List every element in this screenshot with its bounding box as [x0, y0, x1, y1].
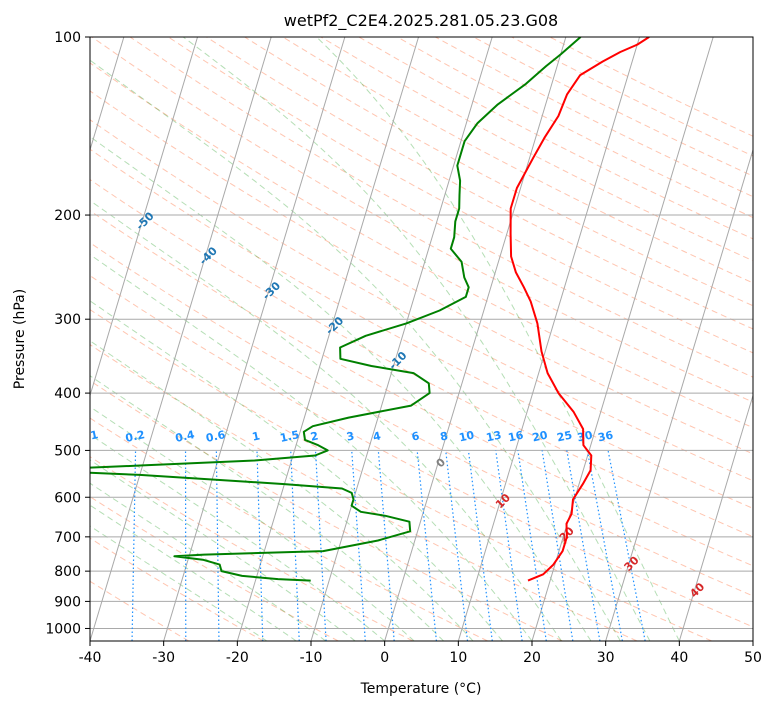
x-tick-label: -40: [79, 650, 102, 666]
isotherm-line: [678, 393, 753, 641]
y-tick-label: 600: [54, 490, 81, 506]
mixing-ratio-label: 10: [458, 428, 476, 444]
isotherm-line: [90, 37, 125, 152]
dry-adiabat: [90, 242, 753, 597]
y-axis-label: Pressure (hPa): [12, 289, 28, 389]
mixing-ratio-line: [566, 450, 601, 641]
x-tick-label: 30: [597, 650, 615, 666]
moist-adiabat: [90, 254, 533, 641]
x-tick-label: -20: [226, 650, 249, 666]
dry-adiabat: [129, 37, 753, 378]
x-tick-label: -30: [152, 650, 175, 666]
mixing-ratio-line: [495, 450, 523, 641]
y-tick-label: 900: [54, 594, 81, 610]
y-tick-label: 800: [54, 564, 81, 580]
dry-adiabat: [90, 580, 190, 641]
mixing-ratio-label: 2: [309, 429, 319, 443]
moist-adiabat: [90, 375, 444, 641]
mixing-ratio-label: 6: [410, 429, 421, 443]
mixing-ratio-label: 0.1: [78, 428, 100, 445]
plot-frame: [89, 36, 754, 642]
y-tick-label: 400: [54, 386, 81, 402]
mixing-ratio-label: 0.6: [205, 428, 227, 445]
mixing-ratio-line: [607, 450, 646, 641]
mixing-ratio-label: 16: [507, 428, 525, 444]
mixing-ratio-label: 20: [531, 428, 549, 444]
mixing-ratio-line: [467, 450, 493, 641]
mixing-ratio-line: [517, 450, 547, 641]
mixing-ratio-label: 13: [485, 429, 503, 445]
y-tick-label: 200: [54, 208, 81, 224]
mixing-ratio-label: 8: [439, 429, 449, 443]
y-tick-label: 700: [54, 530, 81, 546]
isotherm-line: [531, 37, 714, 641]
moist-adiabat: [90, 504, 297, 641]
isotherm-line: [384, 37, 567, 641]
isotherm-line: [90, 37, 199, 398]
dry-adiabat: [90, 148, 753, 509]
mixing-ratio-label: 25: [556, 429, 574, 445]
isotherm-line: [605, 148, 753, 641]
background-lines: [90, 37, 753, 641]
isotherm-line: [90, 37, 272, 641]
x-tick-label: 40: [670, 650, 688, 666]
x-tick-label: 50: [744, 650, 762, 666]
mixing-ratio-line: [586, 450, 623, 641]
mixing-ratio-label: 4: [372, 429, 383, 443]
x-tick-label: 20: [523, 650, 541, 666]
mixing-ratio-label: 30: [576, 428, 594, 444]
dry-adiabat: [90, 62, 753, 429]
x-axis-label: Temperature (°C): [360, 681, 482, 697]
mixing-ratio-label: 1.5: [279, 428, 301, 445]
dry-adiabat: [90, 456, 414, 641]
mixing-ratio-label: 1: [251, 429, 261, 443]
mixing-ratio-label: 3: [345, 429, 355, 443]
dry-adiabat: [90, 178, 753, 538]
isotherm-line: [310, 37, 493, 641]
mixing-ratio-line: [541, 450, 574, 641]
moist-adiabat: [90, 482, 326, 641]
dry-adiabat: [90, 90, 753, 455]
moist-adiabat: [90, 199, 562, 641]
x-tick-label: -10: [300, 650, 323, 666]
x-tick-label: 10: [449, 650, 467, 666]
dry-adiabat: [90, 417, 488, 641]
moist-adiabat: [316, 37, 680, 641]
temperature-line: [509, 37, 650, 582]
moist-adiabat: [90, 59, 621, 641]
moist-adiabat: [90, 406, 415, 641]
chart-title: wetPf2_C2E4.2025.281.05.23.G08: [284, 11, 558, 31]
y-tick-label: 1000: [45, 621, 81, 637]
y-tick-label: 500: [54, 443, 81, 459]
dry-adiabat: [90, 537, 264, 641]
isotherm-line: [236, 37, 420, 641]
mixing-ratio-label: 0.2: [124, 428, 146, 445]
profile-series: [90, 37, 650, 582]
moist-adiabat: [90, 135, 592, 641]
dewpoint-line: [90, 37, 582, 582]
mixing-ratio-label: 36: [597, 428, 615, 444]
axis-ticks: -40 -30 -20 -10 0 10 20 30 40 50 1000 900 800 700 600 5…: [45, 30, 762, 666]
isotherm-line: [163, 37, 346, 641]
isotherm-line: [457, 37, 641, 641]
moist-adiabat: [90, 300, 503, 641]
moist-adiabat: [90, 459, 356, 641]
y-tick-label: 300: [54, 312, 81, 328]
dry-adiabat: [168, 37, 753, 354]
dry-adiabat: [282, 37, 753, 284]
dry-adiabat: [90, 309, 712, 641]
moist-adiabat: [182, 37, 651, 641]
mixing-ratio-label: 0.4: [174, 428, 196, 445]
x-tick-label: 0: [380, 650, 389, 666]
y-tick-label: 100: [54, 30, 81, 46]
